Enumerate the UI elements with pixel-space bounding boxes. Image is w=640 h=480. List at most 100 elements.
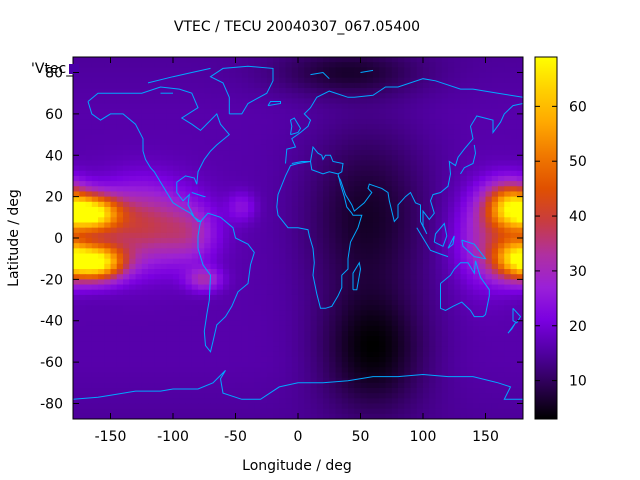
heatmap-cell (135, 263, 143, 270)
heatmap-cell (166, 232, 174, 239)
heatmap-cell (198, 181, 205, 187)
heatmap-cell (85, 170, 93, 177)
heatmap-cell (310, 227, 318, 234)
heatmap-cell (460, 222, 468, 229)
heatmap-cell (416, 129, 424, 136)
heatmap-cell (173, 362, 180, 368)
heatmap-cell (204, 274, 212, 280)
heatmap-cell (341, 362, 349, 368)
heatmap-cell (160, 196, 168, 203)
heatmap-cell (110, 253, 118, 260)
heatmap-cell (116, 398, 124, 405)
heatmap-cell (173, 377, 180, 384)
heatmap-cell (473, 284, 480, 291)
heatmap-cell (379, 196, 387, 203)
heatmap-cell (154, 279, 162, 286)
heatmap-cell (279, 331, 287, 337)
heatmap-cell (323, 331, 330, 337)
heatmap-cell (191, 196, 199, 203)
heatmap-cell (298, 320, 305, 327)
heatmap-cell (266, 165, 274, 172)
heatmap-cell (410, 398, 418, 405)
heatmap-cell (354, 398, 362, 405)
heatmap-cell (285, 341, 293, 348)
heatmap-cell (229, 300, 237, 306)
heatmap-cell (73, 113, 80, 120)
heatmap-cell (135, 119, 143, 125)
heatmap-cell (166, 248, 174, 255)
heatmap-cell (391, 191, 399, 198)
heatmap-cell (354, 150, 362, 156)
heatmap-cell (254, 160, 262, 167)
heatmap-cell (298, 139, 305, 146)
heatmap-cell (160, 305, 168, 311)
heatmap-cell (466, 284, 474, 291)
heatmap-cell (248, 88, 255, 94)
heatmap-cell (210, 269, 218, 275)
heatmap-cell (98, 279, 105, 286)
heatmap-cell (316, 243, 324, 249)
heatmap-cell (241, 103, 249, 110)
heatmap-cell (235, 227, 243, 234)
heatmap-cell (360, 98, 368, 105)
heatmap-cell (73, 243, 80, 249)
heatmap-cell (373, 217, 380, 224)
heatmap-cell (148, 77, 155, 84)
heatmap-cell (85, 62, 93, 68)
heatmap-cell (254, 279, 262, 286)
heatmap-cell (229, 155, 237, 162)
heatmap-cell (310, 403, 318, 410)
heatmap-cell (198, 387, 205, 394)
heatmap-cell (91, 258, 99, 265)
heatmap-cell (85, 258, 93, 265)
heatmap-cell (285, 134, 293, 141)
heatmap-cell (173, 300, 180, 306)
heatmap-cell (391, 62, 399, 68)
heatmap-cell (248, 289, 255, 296)
heatmap-cell (273, 181, 280, 187)
heatmap-cell (391, 336, 399, 343)
heatmap-cell (223, 253, 230, 260)
heatmap-cell (410, 103, 418, 110)
heatmap-cell (104, 77, 112, 84)
heatmap-cell (98, 165, 105, 172)
heatmap-cell (191, 201, 199, 208)
heatmap-cell (179, 362, 187, 368)
heatmap-cell (479, 331, 487, 337)
heatmap-cell (148, 284, 155, 291)
heatmap-cell (329, 315, 337, 322)
heatmap-cell (423, 356, 430, 363)
heatmap-cell (198, 325, 205, 332)
heatmap-cell (160, 346, 168, 353)
heatmap-cell (466, 279, 474, 286)
heatmap-cell (335, 320, 343, 327)
heatmap-cell (498, 367, 505, 374)
heatmap-cell (91, 57, 99, 63)
heatmap-cell (123, 201, 130, 208)
heatmap-cell (129, 408, 137, 415)
heatmap-cell (329, 403, 337, 410)
heatmap-cell (335, 108, 343, 115)
heatmap-cell (391, 269, 399, 275)
heatmap-cell (329, 139, 337, 146)
heatmap-cell (398, 155, 405, 162)
heatmap-cell (341, 263, 349, 270)
heatmap-cell (210, 243, 218, 249)
heatmap-cell (504, 144, 512, 151)
heatmap-cell (204, 248, 212, 255)
heatmap-cell (316, 341, 324, 348)
heatmap-cell (279, 387, 287, 394)
heatmap-cell (266, 67, 274, 74)
heatmap-cell (473, 139, 480, 146)
heatmap-cell (448, 155, 455, 162)
heatmap-cell (110, 103, 118, 110)
heatmap-cell (110, 155, 118, 162)
heatmap-cell (466, 238, 474, 244)
heatmap-cell (204, 77, 212, 84)
heatmap-cell (360, 108, 368, 115)
heatmap-cell (154, 372, 162, 379)
heatmap-cell (123, 77, 130, 84)
heatmap-cell (373, 289, 380, 296)
heatmap-cell (391, 320, 399, 327)
heatmap-cell (448, 175, 455, 182)
